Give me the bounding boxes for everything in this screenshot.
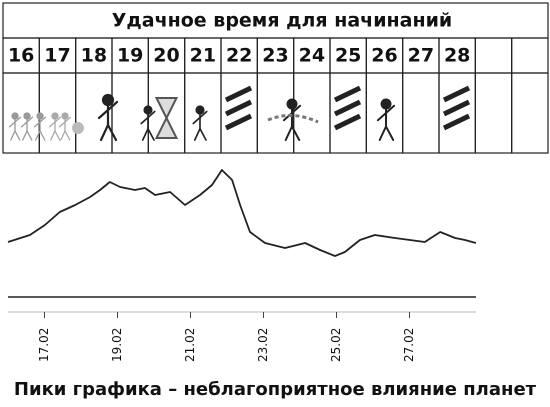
icon-cell (111, 72, 149, 154)
figure-head (286, 98, 298, 110)
figure-legs (284, 124, 301, 141)
figure-head (380, 98, 392, 110)
figure-arms (8, 116, 22, 128)
day-label: 23 (262, 45, 288, 67)
icon-cell (38, 72, 77, 154)
x-tick-label: 25.02 (329, 328, 343, 362)
day-label: 25 (335, 45, 361, 67)
x-tick-label: 17.02 (37, 328, 51, 362)
day-label: 18 (81, 45, 107, 67)
figure-arms (48, 116, 62, 128)
stripe (224, 99, 253, 117)
stripe (333, 113, 362, 131)
stick-figure (192, 105, 208, 141)
x-tick-label: 19.02 (110, 328, 124, 362)
day-label: 24 (299, 45, 325, 67)
stick-figure (140, 105, 156, 141)
day-cell (474, 37, 513, 74)
x-tick-label: 23.02 (256, 328, 270, 362)
figure-legs (193, 126, 207, 141)
stripe (224, 113, 253, 131)
figure-legs (50, 129, 61, 141)
stick-figure (20, 112, 34, 141)
figure-legs (99, 122, 118, 142)
day-cell (511, 37, 549, 74)
x-tick-label: 21.02 (183, 328, 197, 362)
icon-cell (293, 72, 331, 154)
figure-arms (33, 116, 47, 128)
figure-arms (58, 116, 72, 128)
figure-arms (20, 116, 34, 128)
day-label: 21 (190, 45, 216, 67)
stick-figure (48, 112, 62, 141)
figure-head (11, 112, 19, 120)
stripe (224, 85, 253, 103)
stick-figure (8, 112, 22, 141)
day-label: 20 (153, 45, 179, 67)
icon-cell (75, 72, 113, 154)
icon-cell (402, 72, 440, 154)
figure-legs (22, 129, 33, 141)
day-label: 17 (44, 45, 70, 67)
figure-arms (282, 104, 302, 122)
icon-cell (511, 72, 549, 154)
figure-arms (376, 104, 396, 122)
stripe (442, 99, 471, 117)
figure-arms (192, 110, 208, 125)
cloud (72, 122, 84, 134)
day-label: 16 (8, 45, 34, 67)
icon-cell (365, 72, 404, 154)
stick-figure (376, 98, 396, 141)
day-label: 27 (408, 45, 434, 67)
figure-head (61, 112, 69, 120)
figure-head (36, 112, 44, 120)
calendar-title: Удачное время для начинаний (112, 10, 452, 32)
icon-cell (474, 72, 513, 154)
day-label: 26 (371, 45, 397, 67)
figure-head (51, 112, 59, 120)
stick-figure (282, 98, 302, 141)
icon-cell (256, 72, 295, 154)
figure-legs (60, 129, 71, 141)
stripe (333, 99, 362, 117)
stick-figure (58, 112, 72, 141)
stripe (333, 85, 362, 103)
ribbon (267, 114, 319, 124)
day-label: 19 (117, 45, 143, 67)
hourglass (154, 97, 179, 139)
figure-legs (35, 129, 46, 141)
caption: Пики графика – неблагоприятное влияние п… (14, 379, 537, 400)
figure-head (143, 105, 153, 115)
figure-head (23, 112, 31, 120)
figure-legs (10, 129, 21, 141)
stripe (442, 85, 471, 103)
stick-figure (97, 93, 119, 142)
figure-head (195, 105, 205, 115)
figure-arms (97, 100, 119, 120)
line-series (7, 169, 477, 257)
icon-cell (2, 72, 40, 154)
figure-legs (378, 124, 395, 141)
stick-figure (33, 112, 47, 141)
day-label: 28 (444, 45, 470, 67)
figure-arms (140, 110, 156, 125)
stripe (442, 113, 471, 131)
figure-legs (141, 126, 155, 141)
day-label: 22 (226, 45, 252, 67)
x-tick-label: 27.02 (402, 328, 416, 362)
figure-head (101, 93, 115, 107)
